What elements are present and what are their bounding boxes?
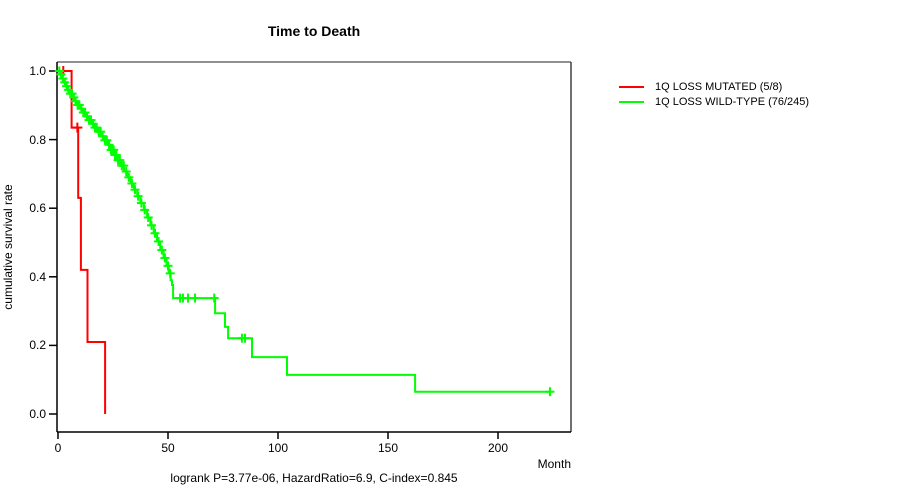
legend-label: 1Q LOSS MUTATED (5/8) — [655, 80, 783, 93]
y-tick-label: 0.2 — [29, 338, 46, 353]
logrank-stats-text: logrank P=3.77e-06, HazardRatio=6.9, C-i… — [170, 471, 458, 485]
x-axis-title: Month — [537, 457, 571, 471]
y-tick-label: 0.0 — [29, 407, 46, 421]
legend-item: 1Q LOSS WILD-TYPE (76/245) — [619, 94, 809, 109]
x-tick-label: 100 — [267, 441, 289, 455]
y-tick-label: 0.8 — [29, 132, 46, 147]
x-tick-label: 150 — [377, 441, 399, 455]
km-plot-canvas — [49, 61, 572, 439]
y-tick-label: 0.6 — [29, 201, 46, 216]
legend: 1Q LOSS MUTATED (5/8) 1Q LOSS WILD-TYPE (… — [619, 79, 809, 109]
y-tick-label: 1.0 — [29, 64, 46, 78]
legend-item: 1Q LOSS MUTATED (5/8) — [619, 79, 809, 94]
chart-title: Time to Death — [267, 23, 361, 39]
x-tick-label: 0 — [54, 441, 62, 455]
x-tick-label: 50 — [161, 441, 175, 455]
legend-line-wildtype — [619, 100, 644, 103]
y-axis-title: cumulative survival rate — [1, 184, 15, 310]
legend-line-mutated — [619, 85, 644, 88]
survival-curve-mutated — [58, 70, 107, 414]
legend-label: 1Q LOSS WILD-TYPE (76/245) — [655, 95, 810, 108]
x-tick-label: 200 — [487, 441, 509, 455]
y-tick-label: 0.4 — [29, 269, 46, 284]
survival-curve-wildtype — [58, 70, 550, 393]
